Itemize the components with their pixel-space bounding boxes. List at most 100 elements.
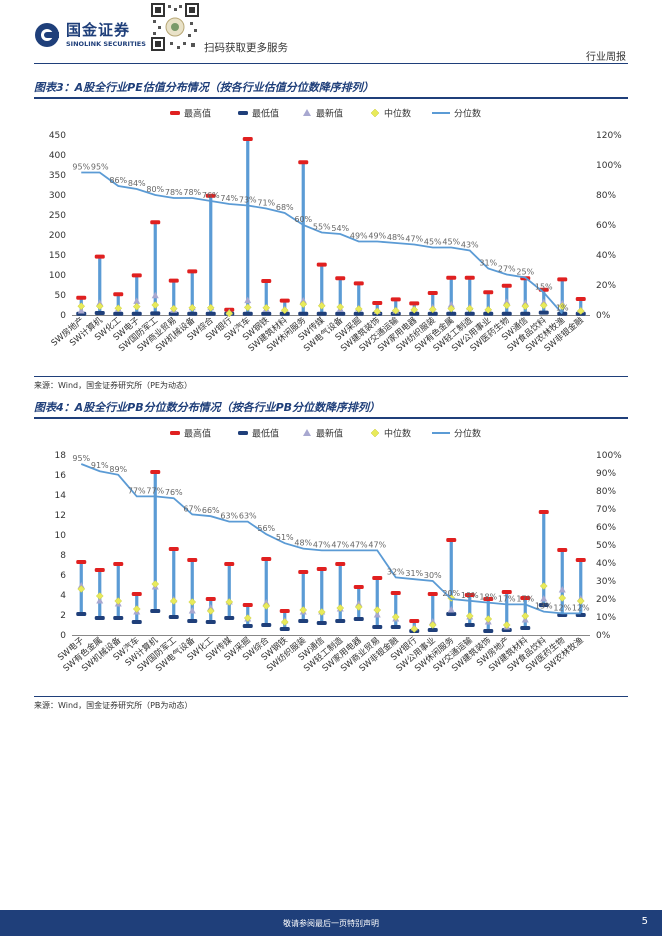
sinolink-logo-icon: [35, 23, 59, 47]
figure3-title: 图表3：A股全行业PE估值分布情况（按各行业估值分位数降序排列）: [34, 81, 374, 94]
range-bar: [264, 281, 268, 314]
median-marker: [77, 302, 86, 311]
range-bar: [153, 472, 157, 611]
median-marker: [243, 614, 252, 622]
percentile-data-label: 47%: [350, 540, 368, 549]
max-marker: [205, 193, 216, 198]
median-marker: [206, 607, 215, 615]
percentile-data-label: 30%: [424, 571, 442, 580]
figure4-bottom-rule: [34, 696, 628, 697]
page-number: 5: [641, 916, 648, 927]
min-marker: [76, 612, 87, 616]
max-marker: [94, 568, 105, 572]
chart-legend: 最高值 最低值 最新值 中位数 分位数: [170, 428, 481, 440]
max-marker: [427, 592, 438, 596]
qr-caption: 扫码获取更多服务: [204, 42, 288, 54]
qr-code-icon[interactable]: [150, 2, 200, 52]
legend-label-line: 分位数: [454, 428, 481, 440]
header-divider: [34, 63, 628, 64]
latest-marker: [299, 297, 307, 304]
legend-label-max: 最高值: [184, 108, 211, 120]
range-bar: [542, 512, 546, 605]
min-marker: [538, 603, 549, 607]
category-group: [483, 290, 494, 316]
percentile-data-label: 89%: [109, 465, 127, 474]
max-marker: [557, 548, 568, 552]
y-left-tick-label: 18: [55, 451, 67, 461]
y-left-tick-label: 10: [55, 531, 67, 541]
percentile-data-label: 17%: [498, 594, 516, 603]
min-marker: [464, 623, 475, 627]
max-marker: [261, 557, 272, 561]
y-left-tick-label: 12: [55, 511, 66, 521]
max-marker: [187, 558, 198, 562]
figure4-top-rule: [34, 417, 628, 419]
max-marker: [464, 593, 475, 597]
max-marker: [557, 277, 568, 282]
category-group: [298, 570, 309, 623]
median-marker: [225, 598, 234, 606]
percentile-data-label: 12%: [553, 603, 571, 612]
min-marker: [390, 625, 401, 629]
percentile-data-label: 78%: [165, 188, 183, 197]
max-marker: [390, 591, 401, 595]
percentile-data-label: 12%: [572, 603, 590, 612]
min-marker: [501, 311, 512, 316]
legend-median-marker: [370, 428, 380, 438]
category-group: [464, 593, 475, 627]
category-group: [575, 297, 586, 316]
category-group: [242, 603, 253, 628]
range-bar: [264, 559, 268, 625]
logo-english-name: SINOLINK SECURITIES: [66, 39, 146, 48]
y-left-tick-label: 250: [49, 211, 66, 221]
category-group: [353, 281, 364, 316]
range-bar: [227, 564, 231, 618]
max-marker: [427, 291, 438, 295]
percentile-data-label: 78%: [183, 188, 201, 197]
max-marker: [113, 292, 124, 297]
median-marker: [188, 303, 197, 312]
y-right-tick-label: 10%: [596, 613, 616, 623]
percentile-data-label: 66%: [202, 506, 220, 515]
report-type-label: 行业周报: [586, 52, 626, 63]
y-right-tick-label: 30%: [596, 577, 616, 587]
percentile-data-label: 63%: [239, 512, 257, 521]
range-bar: [486, 292, 490, 314]
median-marker: [576, 307, 585, 315]
percentile-data-label: 95%: [72, 454, 90, 463]
y-right-tick-label: 20%: [596, 281, 616, 291]
median-marker: [132, 302, 141, 311]
median-marker: [336, 604, 345, 612]
range-bar: [394, 299, 398, 314]
category-group: [501, 283, 512, 316]
company-logo: 国金证券 SINOLINK SECURITIES: [34, 22, 146, 48]
range-bar: [246, 139, 250, 314]
legend-min-marker: [238, 111, 248, 115]
y-right-tick-label: 60%: [596, 523, 616, 533]
min-marker: [372, 625, 383, 629]
range-bar: [116, 294, 120, 314]
latest-marker: [188, 607, 196, 614]
percentile-data-label: 76%: [165, 488, 183, 497]
median-marker: [484, 305, 493, 314]
min-marker: [335, 311, 346, 316]
y-left-tick-label: 50: [55, 291, 67, 301]
category-group: [298, 160, 309, 316]
category-group: [390, 297, 401, 316]
median-marker: [521, 302, 530, 311]
median-marker: [410, 305, 419, 314]
y-left-tick-label: 16: [55, 471, 67, 481]
category-group: [316, 262, 327, 316]
range-bar: [449, 277, 453, 314]
legend-label-median: 中位数: [384, 428, 411, 440]
category-group: [501, 590, 512, 632]
category-group: [150, 470, 161, 613]
range-bar: [505, 592, 509, 630]
min-marker: [483, 311, 494, 316]
percentile-data-label: 56%: [257, 524, 275, 533]
category-group: [113, 562, 124, 620]
percentile-data-label: 45%: [424, 238, 442, 247]
percentile-data-label: 77%: [146, 486, 164, 495]
median-marker: [169, 304, 178, 313]
max-marker: [168, 547, 179, 551]
